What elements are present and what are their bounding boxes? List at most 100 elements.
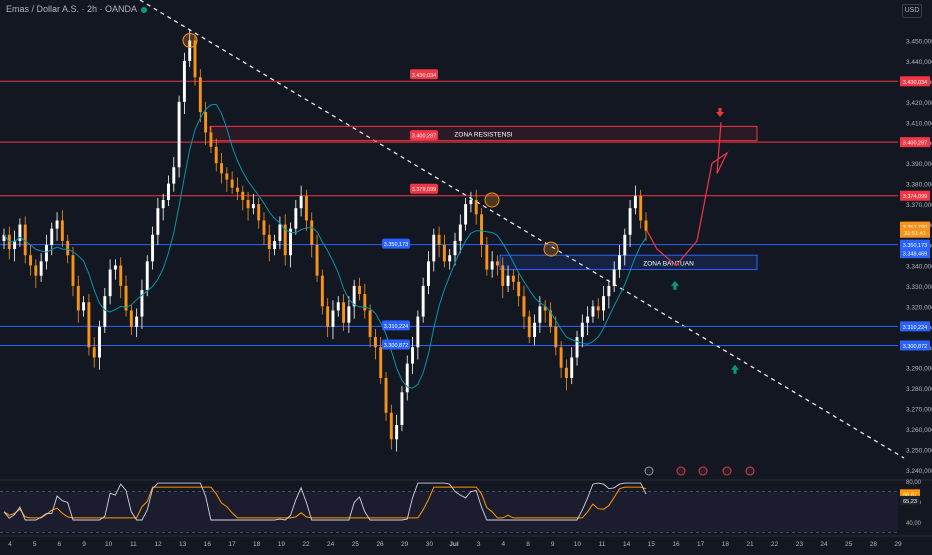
candle-body: [384, 377, 388, 413]
candle-body: [241, 191, 245, 200]
resistance-3-label: 3.379,099: [412, 187, 436, 193]
candle-body: [379, 347, 383, 378]
date-tick-label: 25: [845, 541, 853, 548]
candle-body: [522, 296, 526, 317]
date-tick-label: 4: [502, 541, 506, 548]
current-price-tag-bg: [900, 221, 930, 232]
date-tick-label: 9: [82, 541, 86, 548]
event-flag-icon[interactable]: [676, 466, 686, 476]
resistance-2-label-bg: [410, 130, 438, 141]
resistance-1-price-tag-bg: [900, 76, 930, 87]
date-tick-label: 26: [376, 541, 384, 548]
candle-body: [331, 310, 335, 327]
support-2-price-tag: 3.310,224: [903, 325, 927, 331]
candle-body: [44, 245, 48, 262]
support-zone-box[interactable]: [499, 254, 758, 271]
swing-point-circle: [484, 192, 500, 208]
candle-body: [156, 208, 160, 235]
candle-body: [448, 255, 452, 262]
candle-body: [612, 269, 616, 286]
support-3-label-bg: [382, 339, 410, 350]
event-flag-icon[interactable]: [722, 466, 732, 476]
candle-body: [580, 322, 584, 338]
price-tick-label: 3.330,000: [906, 284, 932, 291]
candle-body: [235, 187, 239, 192]
price-tick-label: 3.420,000: [906, 100, 932, 107]
candle-body: [432, 234, 436, 262]
candle-body: [55, 220, 59, 229]
candle-body: [506, 275, 510, 286]
date-tick-label: 16: [672, 541, 680, 548]
rsi-value-tag: 65,23: [903, 499, 917, 505]
candle-body: [363, 294, 367, 311]
date-tick-label: 15: [648, 541, 656, 548]
rsi-line: [3, 482, 647, 521]
date-tick-label: 21: [746, 541, 754, 548]
event-lightning-icon[interactable]: [644, 466, 654, 476]
rsi-value-tag-bg: [900, 489, 920, 499]
descending-trendline[interactable]: [139, 0, 905, 459]
price-tick-label: 3.370,000: [906, 202, 932, 209]
price-tick-label: 3.270,000: [906, 407, 932, 414]
candle-body: [368, 310, 372, 338]
date-tick-label: 12: [154, 541, 162, 548]
candle-body: [411, 347, 415, 364]
candle-body: [66, 240, 70, 256]
current-price-tag-bg: [900, 248, 930, 259]
candle-body: [39, 261, 43, 276]
market-status-icon: [141, 6, 148, 13]
candle-body: [92, 347, 96, 358]
candle-body: [119, 265, 123, 286]
candle-body: [299, 195, 303, 209]
candle-body: [23, 224, 27, 256]
resistance-1-price-tag: 3.430,034: [903, 80, 927, 86]
candle-body: [602, 296, 606, 311]
resistance-3-price-tag-bg: [900, 190, 930, 201]
resistance-2-label: 3.400,287: [412, 134, 436, 140]
event-flag-icon[interactable]: [698, 466, 708, 476]
date-tick-label: 6: [58, 541, 62, 548]
date-tick-label: 24: [820, 541, 828, 548]
candle-body: [204, 112, 208, 133]
candle-body: [161, 200, 165, 209]
support-2-price-tag-bg: [900, 321, 930, 332]
price-tick-label: 3.260,000: [906, 427, 932, 434]
candle-body: [495, 261, 499, 266]
currency-button[interactable]: USD: [902, 4, 922, 18]
candle-body: [273, 240, 277, 250]
candle-body: [326, 306, 330, 327]
candle-body: [172, 167, 176, 184]
date-tick-label: 17: [228, 541, 236, 548]
candle-body: [517, 281, 521, 297]
price-tick-label: 3.390,000: [906, 161, 932, 168]
candle-body: [278, 224, 282, 241]
candle-body: [607, 285, 611, 297]
support-1-label-bg: [382, 238, 410, 249]
candle-body: [209, 132, 213, 147]
candle-body: [405, 363, 409, 393]
candle-body: [442, 245, 446, 262]
candle-body: [214, 146, 218, 164]
candle-body: [543, 306, 547, 311]
candle-body: [400, 392, 404, 425]
support-1-price-tag: 3.350,173: [903, 243, 927, 249]
date-tick-label: 22: [771, 541, 779, 548]
price-tick-label: 3.450,000: [906, 38, 932, 45]
date-tick-label: 8: [526, 541, 530, 548]
candle-body: [251, 204, 255, 209]
rsi-value-tag: 66,87: [903, 492, 917, 498]
candle-body: [586, 316, 590, 323]
price-tick-label: 3.440,000: [906, 59, 932, 66]
event-flag-icon[interactable]: [745, 466, 755, 476]
symbol-title[interactable]: Emas / Dollar A.S. · 2h · OANDA: [6, 4, 148, 14]
date-tick-label: 14: [623, 541, 631, 548]
date-tick-label: 3: [477, 541, 481, 548]
candle-body: [145, 261, 149, 290]
support-1-label: 3.350,173: [384, 242, 408, 248]
rsi-tick-label: 40,00: [906, 521, 922, 527]
candle-body: [437, 234, 441, 245]
candle-body: [458, 224, 462, 241]
candle-body: [453, 240, 457, 256]
current-price-tag: 31:51:41: [904, 231, 925, 237]
